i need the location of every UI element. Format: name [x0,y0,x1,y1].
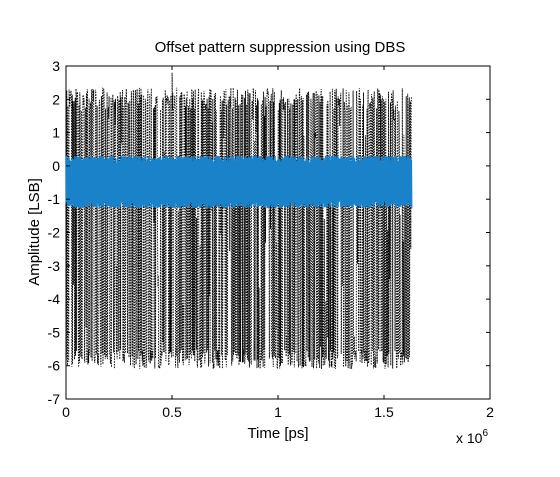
x-tick-label: 1 [274,404,282,420]
x-tick-label: 0 [62,404,70,420]
chart-title: Offset pattern suppression using DBS [155,39,406,56]
x-exponent-power: 6 [482,428,488,439]
series-layer [65,72,413,370]
y-tick-label: -3 [48,258,61,274]
y-tick-label: 0 [52,158,60,174]
y-axis-ticks: 3 2 1 0 -1 -2 -3 -4 -5 -6 -7 [48,58,490,407]
series-line-blue [65,155,413,209]
x-exponent-label: x 106 [456,428,488,446]
x-axis-label: Time [ps] [247,425,308,442]
series-line-black-dotted [65,72,413,370]
x-exponent-base: x 10 [456,430,483,446]
y-tick-label: -5 [48,324,61,340]
y-tick-label: -2 [48,225,61,241]
y-axis-label: Amplitude [LSB] [26,178,43,286]
y-tick-label: 1 [52,125,60,141]
x-tick-label: 0.5 [162,404,182,420]
y-tick-label: -1 [48,191,61,207]
x-tick-label: 1.5 [374,404,394,420]
x-axis-ticks: 0 0.5 1 1.5 2 [62,66,494,420]
y-tick-label: 2 [52,91,60,107]
y-tick-label: -4 [48,291,61,307]
x-tick-label: 2 [486,404,494,420]
y-tick-label: -6 [48,358,61,374]
y-tick-label: 3 [52,58,60,74]
y-tick-label: -7 [48,391,61,407]
